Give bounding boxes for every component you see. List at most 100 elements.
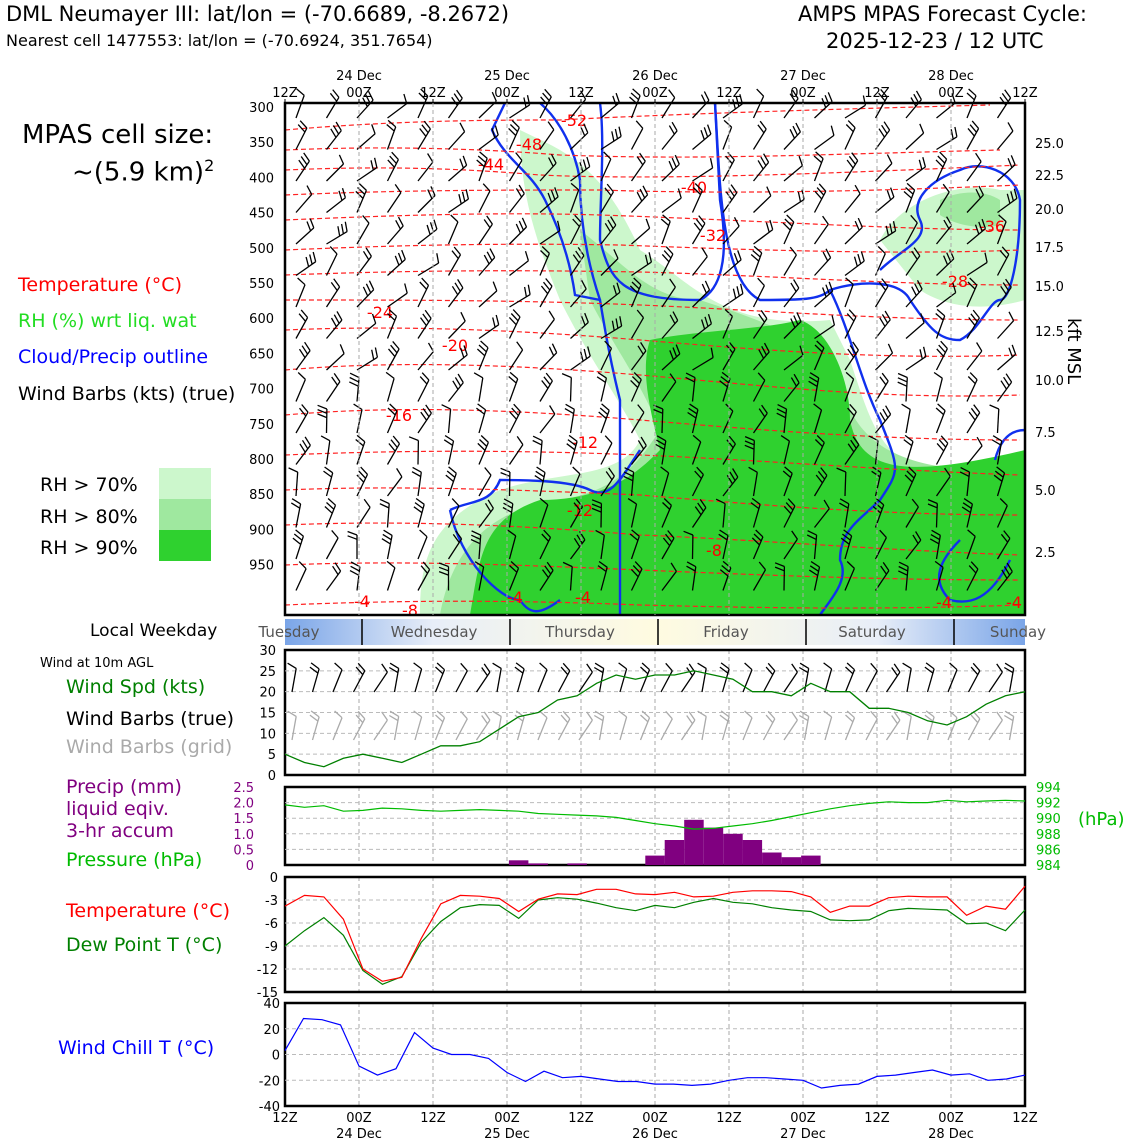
xs-wind-barb-feather (392, 340, 400, 350)
pressure-tick-label: 900 (249, 523, 274, 538)
xs-wind-barb-feather (503, 498, 514, 505)
xs-wind-barb (783, 440, 791, 465)
grid-wind-barb-feather (618, 710, 627, 718)
grid-wind-barb-feather (924, 714, 934, 722)
xs-wind-barb (844, 378, 855, 402)
xs-wind-barb-feather (338, 154, 345, 165)
grid-wind-barb (434, 717, 446, 741)
xs-wind-barb (447, 221, 459, 245)
xs-wind-barb (295, 95, 305, 119)
grid-wind-barb-feather (381, 711, 388, 721)
xs-wind-barb-feather (290, 502, 301, 509)
xs-wind-barb-feather (1007, 158, 1013, 168)
xs-wind-barb-feather (536, 466, 546, 474)
xs-wind-barb-feather (847, 407, 855, 417)
xs-wind-barb-feather (547, 192, 553, 203)
xs-wind-barb-feather (459, 158, 465, 169)
pressure-tick-label: 986 (1036, 843, 1061, 858)
rh90-label: RH > 90% (40, 537, 138, 559)
xs-wind-barb-feather (857, 217, 863, 228)
xs-wind-barb-feather (733, 252, 739, 263)
height-tick-label: 25.0 (1035, 137, 1064, 152)
xs-wind-barb (783, 165, 803, 182)
surface-wind-barb-feather (640, 666, 649, 675)
xs-wind-barb-feather (1003, 566, 1011, 576)
surface-wind-barb-feather (1003, 666, 1014, 674)
xs-wind-barb-feather (508, 376, 517, 384)
top-date-label: 27 Dec (780, 69, 826, 84)
xs-wind-barb-feather (618, 126, 622, 137)
xs-wind-barb (478, 566, 485, 591)
grid-wind-barb-feather (492, 710, 502, 717)
xs-wind-barb-feather (936, 308, 946, 317)
xs-wind-barb-feather (445, 474, 454, 482)
xs-wind-barb-feather (879, 317, 886, 327)
precip-bar (723, 833, 743, 865)
xs-wind-barb-feather (883, 121, 891, 131)
xs-wind-barb-feather (510, 561, 519, 569)
xs-wind-barb (844, 226, 863, 245)
xs-wind-barb (326, 197, 346, 214)
xs-wind-barb-feather (471, 534, 481, 540)
xs-wind-barb-feather (463, 345, 468, 356)
xs-wind-barb-feather (753, 245, 763, 254)
wind-barbs-true-label: Wind Barbs (true) (66, 708, 235, 730)
xs-wind-barb-feather (604, 187, 612, 197)
xs-wind-barb-feather (760, 156, 767, 167)
xs-wind-barb-feather (967, 529, 976, 537)
xs-wind-barb-feather (1008, 347, 1014, 358)
rh80-label: RH > 80% (40, 506, 138, 528)
surface-wind-barb (783, 671, 798, 693)
xs-wind-barb-feather (849, 345, 857, 355)
xs-wind-barb-feather (1007, 122, 1014, 132)
xs-wind-barb-feather (753, 533, 762, 542)
top-tick-label: 12Z (568, 86, 594, 101)
xs-wind-barb (478, 190, 491, 213)
xs-wind-barb (752, 128, 767, 150)
surface-wind-barb-feather (287, 662, 297, 669)
grid-wind-barb-feather (686, 715, 694, 725)
xs-wind-barb-feather (511, 120, 520, 129)
grid-wind-barb-feather (688, 711, 696, 721)
xs-wind-barb (448, 198, 469, 214)
precip-label-2: liquid eqiv. (66, 798, 169, 820)
xs-wind-barb (966, 128, 980, 150)
xs-wind-barb-feather (669, 278, 676, 288)
xs-wind-barb-feather (818, 183, 827, 192)
y-tick-label: 10 (259, 727, 276, 742)
xs-wind-barb-feather (390, 439, 398, 448)
top-tick-label: 00Z (494, 86, 520, 101)
xs-wind-barb-feather (1000, 285, 1007, 295)
xs-wind-barb-feather (309, 254, 313, 265)
bottom-tick-label: 12Z (272, 1111, 298, 1126)
xs-wind-barb-feather (484, 467, 492, 476)
xs-wind-barb-feather (816, 187, 825, 196)
legend-temperature: Temperature (°C) (18, 274, 182, 296)
xs-wind-barb-feather (330, 317, 337, 328)
xs-wind-barb-feather (356, 474, 365, 483)
xs-wind-barb-feather (848, 155, 856, 165)
xs-wind-barb-feather (686, 561, 697, 568)
xs-wind-barb-feather (662, 537, 671, 547)
xs-wind-barb-feather (420, 565, 428, 574)
xs-wind-barb-feather (624, 467, 634, 473)
xs-wind-barb-feather (510, 313, 519, 322)
xs-wind-barb-feather (880, 88, 888, 98)
xs-wind-barb-feather (604, 435, 613, 444)
xs-wind-barb-feather (484, 502, 492, 513)
precip-bar (762, 852, 782, 865)
xs-wind-barb-feather (298, 561, 307, 570)
pressure-tick-label: 988 (1036, 828, 1061, 843)
xs-wind-barb-feather (728, 435, 736, 445)
xs-wind-barb-feather (330, 128, 337, 138)
y-tick-label: 1.5 (233, 812, 254, 827)
xs-wind-barb-feather (744, 436, 755, 442)
xs-wind-barb-feather (637, 440, 645, 450)
xs-wind-barb-feather (631, 529, 640, 537)
weekday-label: Saturday (838, 623, 906, 641)
grid-wind-barb (496, 716, 502, 741)
xs-wind-barb-feather (664, 533, 673, 543)
grid-wind-barb (844, 717, 856, 741)
grid-wind-barb (906, 716, 912, 741)
